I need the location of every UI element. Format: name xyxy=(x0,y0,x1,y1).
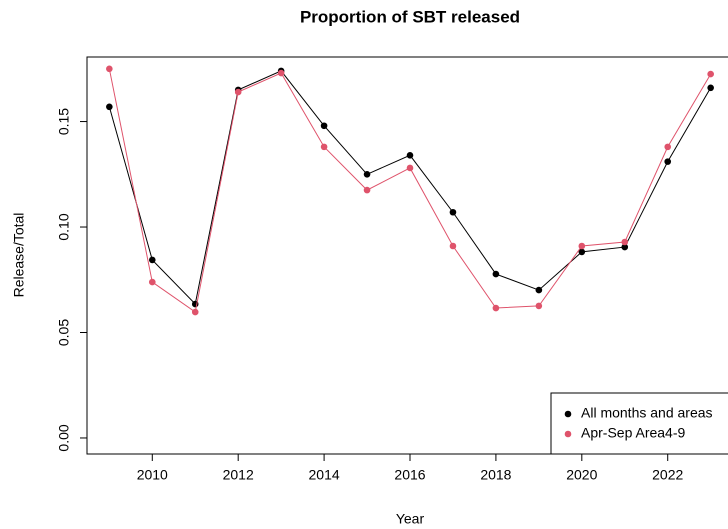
data-point xyxy=(148,278,156,286)
y-tick-label: 0.15 xyxy=(56,108,72,135)
data-point xyxy=(621,238,629,246)
x-tick-label: 2022 xyxy=(652,467,683,483)
data-point xyxy=(492,304,500,312)
data-point xyxy=(664,158,672,165)
data-point xyxy=(707,70,714,78)
data-point xyxy=(406,164,414,172)
data-point xyxy=(106,103,113,111)
y-tick-label: 0.10 xyxy=(56,213,72,240)
data-point xyxy=(664,143,672,151)
legend-label: All months and areas xyxy=(581,405,713,421)
x-tick-label: 2014 xyxy=(309,467,340,483)
data-point xyxy=(449,242,457,250)
x-tick-label: 2018 xyxy=(480,467,511,483)
legend-label: Apr-Sep Area4-9 xyxy=(581,425,685,441)
legend-box xyxy=(550,392,728,455)
data-point xyxy=(578,242,586,250)
data-point xyxy=(492,270,500,278)
x-tick-label: 2016 xyxy=(394,467,425,483)
data-point xyxy=(277,69,285,77)
y-tick-label: 0.00 xyxy=(56,424,72,451)
data-point xyxy=(363,186,371,194)
data-point xyxy=(578,248,586,256)
data-point xyxy=(406,152,414,159)
y-axis-label: Release/Total xyxy=(11,213,27,298)
legend-marker xyxy=(564,410,572,418)
data-point xyxy=(535,286,543,294)
data-point xyxy=(621,243,629,251)
x-tick-label: 2020 xyxy=(566,467,597,483)
data-point xyxy=(363,170,371,178)
x-tick-label: 2012 xyxy=(223,467,254,483)
chart-title: Proportion of SBT released xyxy=(300,7,520,26)
data-point xyxy=(707,84,714,92)
data-point xyxy=(234,88,242,96)
data-point xyxy=(106,65,113,73)
data-point xyxy=(320,122,328,130)
data-point xyxy=(535,302,543,310)
x-axis-label: Year xyxy=(396,511,425,527)
y-tick-label: 0.05 xyxy=(56,319,72,346)
data-point xyxy=(148,256,156,264)
data-point xyxy=(191,308,199,316)
x-tick-label: 2010 xyxy=(137,467,168,483)
data-point xyxy=(320,143,328,151)
legend-marker xyxy=(564,430,572,438)
data-point xyxy=(449,208,457,216)
